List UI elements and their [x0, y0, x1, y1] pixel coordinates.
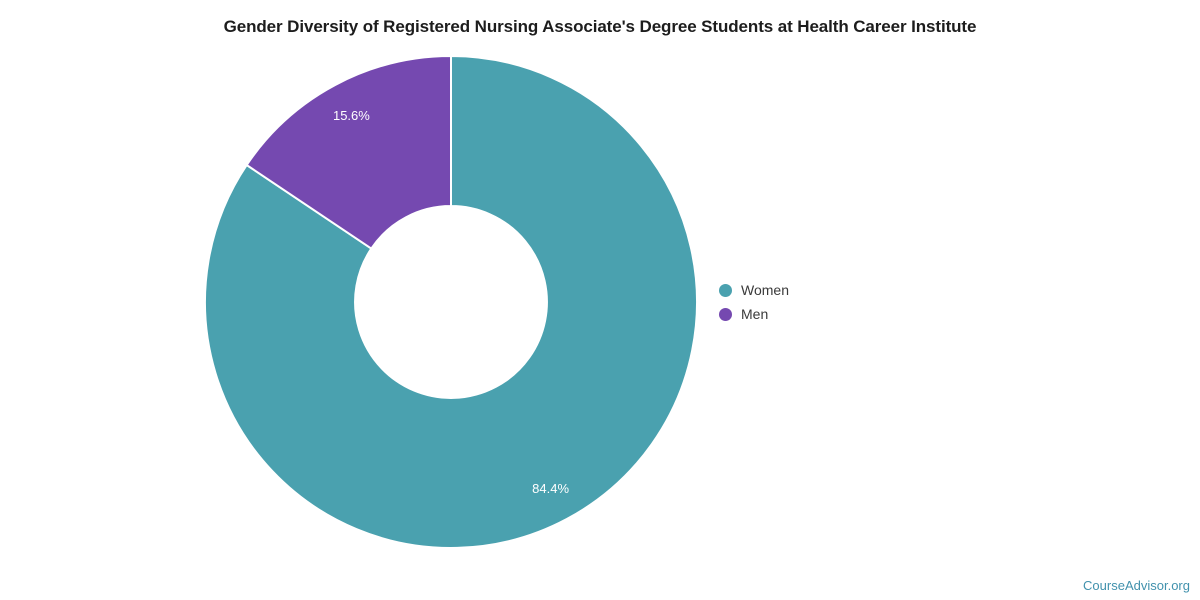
legend-swatch-women-icon [719, 283, 732, 297]
slice-label-men: 15.6% [333, 108, 370, 123]
legend-swatch-men-icon [719, 307, 732, 321]
legend-item-men[interactable]: Men [719, 305, 789, 323]
legend-label-men: Men [741, 306, 769, 322]
slice-label-women: 84.4% [532, 481, 569, 496]
legend-label-women: Women [741, 282, 789, 298]
pie-slice-women[interactable] [204, 55, 698, 549]
legend: Women Men [719, 281, 789, 323]
legend-item-women[interactable]: Women [719, 281, 789, 299]
courseadvisor-link[interactable]: CourseAdvisor.org [1083, 578, 1190, 593]
chart-title: Gender Diversity of Registered Nursing A… [223, 17, 977, 36]
pie-slice-men[interactable] [245, 55, 452, 250]
